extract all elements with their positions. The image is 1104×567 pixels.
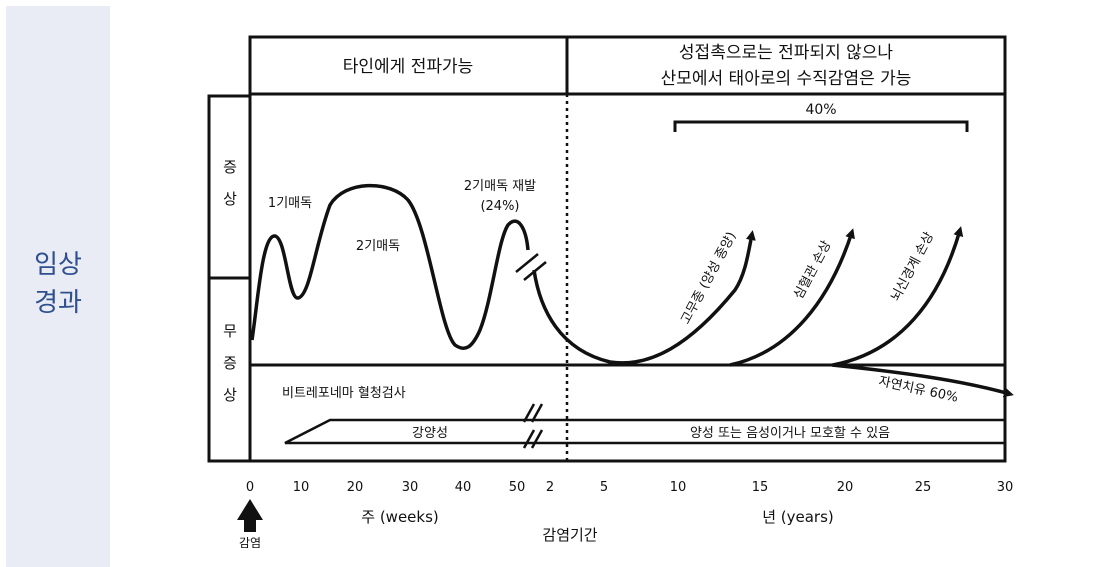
years-axis-label: 년 (years) [762,508,834,526]
clinical-course-title-line2: 경과 [34,288,82,318]
forty-percent-bracket [673,120,969,132]
test-break-mark-1 [522,403,536,423]
week-tick-10: 10 [293,480,310,495]
test-break-mark-3 [522,429,536,449]
sidebar-panel: 임상 경과 [6,6,110,567]
header-right-line2: 산모에서 태아로의 수직감염은 가능 [661,69,912,89]
week-tick-0: 0 [246,480,254,495]
relapse-label-line2: (24%) [480,199,519,214]
week-tick-40: 40 [455,480,472,495]
year-tick-15: 15 [752,480,769,495]
year-tick-5: 5 [600,480,608,495]
symptom-curve-late [532,230,756,365]
week-tick-20: 20 [347,480,364,495]
infection-arrow-icon [237,499,263,532]
symptomatic-char-2: 상 [223,190,237,208]
year-tick-10: 10 [670,480,687,495]
asymptomatic-label: 무 증 상 [223,322,237,404]
asymptomatic-char-3: 상 [223,386,237,404]
infection-label: 감염 [239,536,261,550]
test-band-outline [284,418,1005,445]
weeks-axis-label: 주 (weeks) [361,508,439,526]
neurologic-arrow [832,226,964,367]
symptomatic-char-1: 증 [223,158,237,176]
symptomatic-label: 증 상 [223,158,237,208]
test-break-mark-2 [530,403,544,423]
weeks-ticks: 0 10 20 30 40 50 [246,480,525,495]
asymptomatic-char-2: 증 [223,354,237,372]
years-ticks: 2 5 10 15 20 25 30 [546,480,1013,495]
forty-percent-label: 40% [805,102,836,118]
cardiovascular-arrow [729,228,855,367]
stage2-label: 2기매독 [356,239,400,254]
week-tick-30: 30 [402,480,419,495]
week-tick-50: 50 [509,480,526,495]
test-break-mark-4 [530,429,544,449]
test-later-label: 양성 또는 음성이거나 모호할 수 있음 [690,426,890,441]
year-tick-25: 25 [915,480,932,495]
infection-period-label: 감염기간 [542,526,597,544]
year-tick-20: 20 [837,480,854,495]
header-right-line1: 성접촉으로는 전파되지 않으나 [679,43,893,63]
chart-box [248,92,1007,463]
year-tick-2: 2 [546,480,554,495]
asymptomatic-char-1: 무 [223,322,237,340]
clinical-course-title: 임상 경과 [6,246,110,322]
year-tick-30: 30 [997,480,1014,495]
test-row-title: 비트레포네마 혈청검사 [282,386,406,401]
header-left-text: 타인에게 전파가능 [343,57,474,77]
neurologic-arrow-label: 뇌신경계 손상 [888,230,937,304]
symptom-curve-early [250,183,530,350]
test-positive-label: 강양성 [412,426,448,441]
gumma-arrow-label: 고무종 (양성 종양) [678,230,739,327]
natural-cure-arrow [831,363,1014,398]
curve-break-mark-1 [515,253,539,273]
stage1-label: 1기매독 [268,196,312,211]
relapse-label-line1: 2기매독 재발 [464,179,536,194]
cardiovascular-arrow-label: 심혈관 손상 [791,238,834,302]
clinical-course-title-line1: 임상 [34,250,82,280]
